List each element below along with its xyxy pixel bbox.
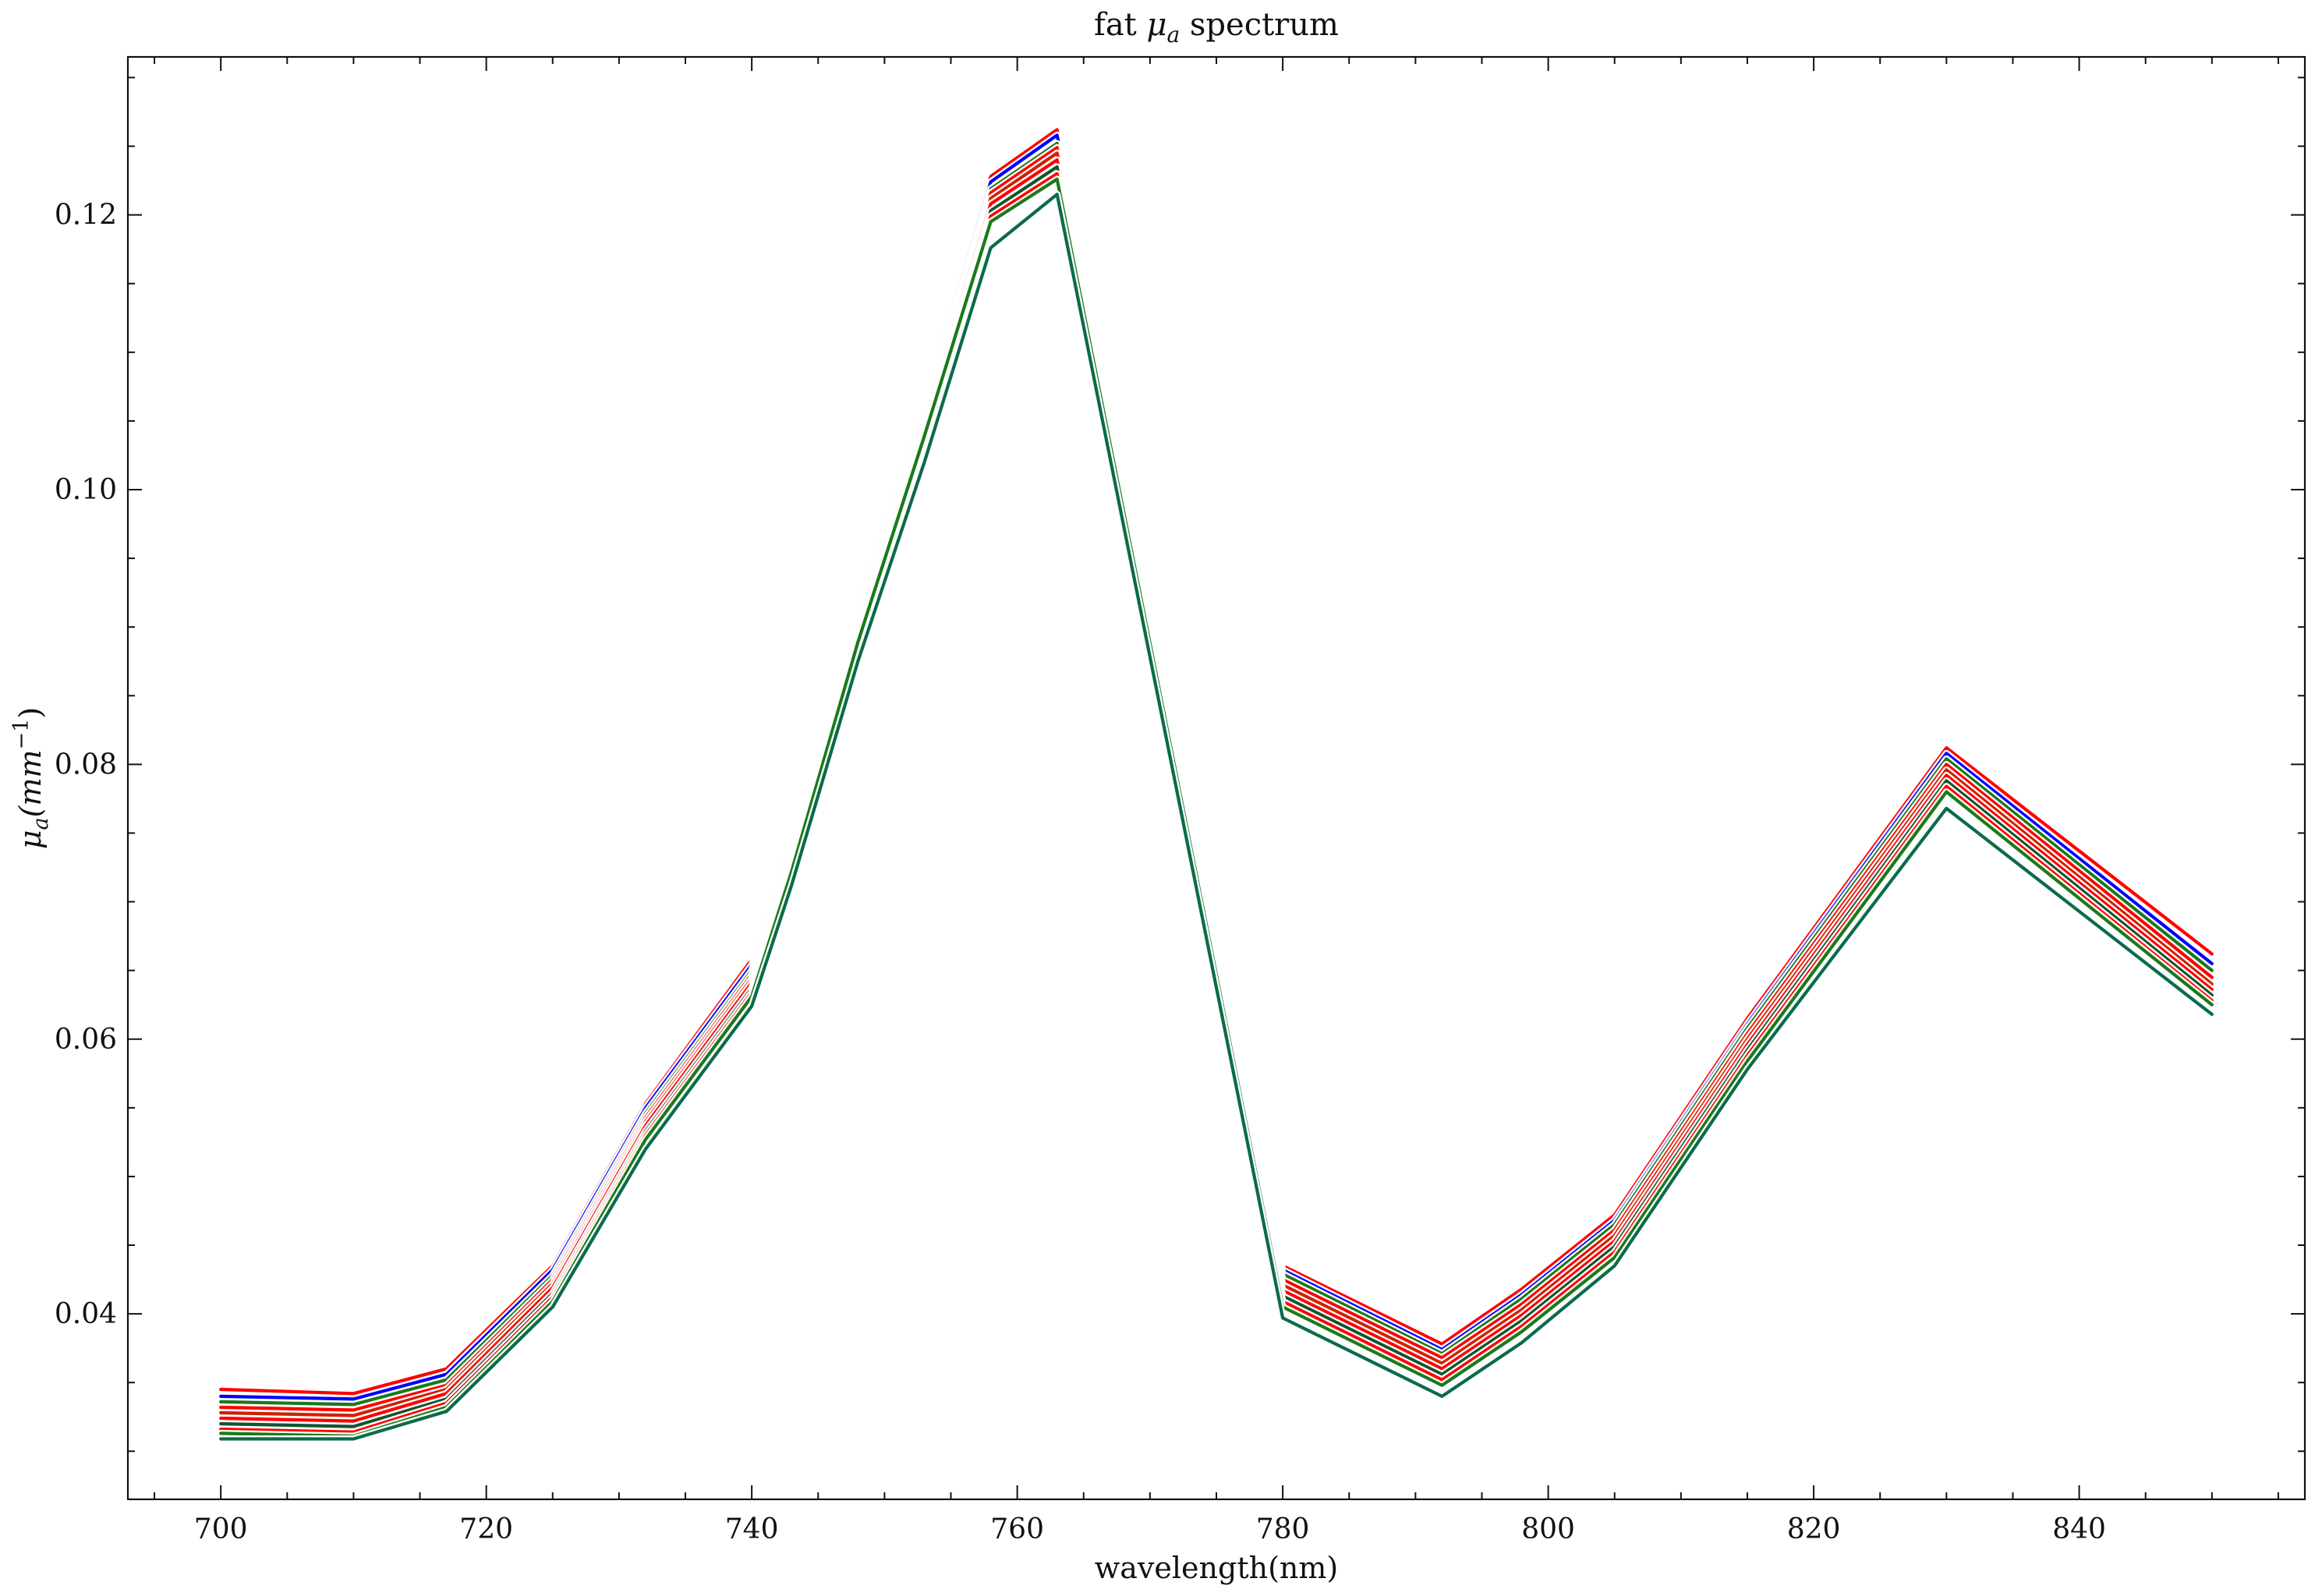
series-line-10: [219, 193, 2214, 1441]
y-tick-label: 0.04: [55, 1298, 117, 1330]
x-tick-label: 720: [459, 1513, 513, 1545]
series-line-9: [219, 177, 2214, 1439]
plot-frame: [126, 55, 2306, 1501]
y-tick-label: 0.08: [55, 748, 117, 780]
chart-title: fat μa spectrum: [1094, 7, 1339, 48]
x-tick-label: 700: [194, 1513, 248, 1545]
x-axis-label: wavelength(nm): [1095, 1551, 1338, 1585]
series-group: [217, 126, 2216, 1442]
y-tick-label: 0.10: [55, 474, 117, 506]
x-tick-label: 780: [1256, 1513, 1310, 1545]
x-tick-label: 840: [2052, 1513, 2106, 1545]
x-tick-label: 760: [990, 1513, 1044, 1545]
y-axis-label: μa(mm−1): [9, 707, 53, 849]
x-tick-label: 820: [1787, 1513, 1841, 1545]
x-tick-label: 800: [1521, 1513, 1575, 1545]
y-tick-label: 0.06: [55, 1024, 117, 1056]
axis-ticks: 700 720 740 760 780 800 820 840 0.04 0.06 0.08 0.10…: [55, 57, 2305, 1545]
x-tick-label: 740: [725, 1513, 779, 1545]
y-tick-label: 0.12: [55, 200, 117, 232]
